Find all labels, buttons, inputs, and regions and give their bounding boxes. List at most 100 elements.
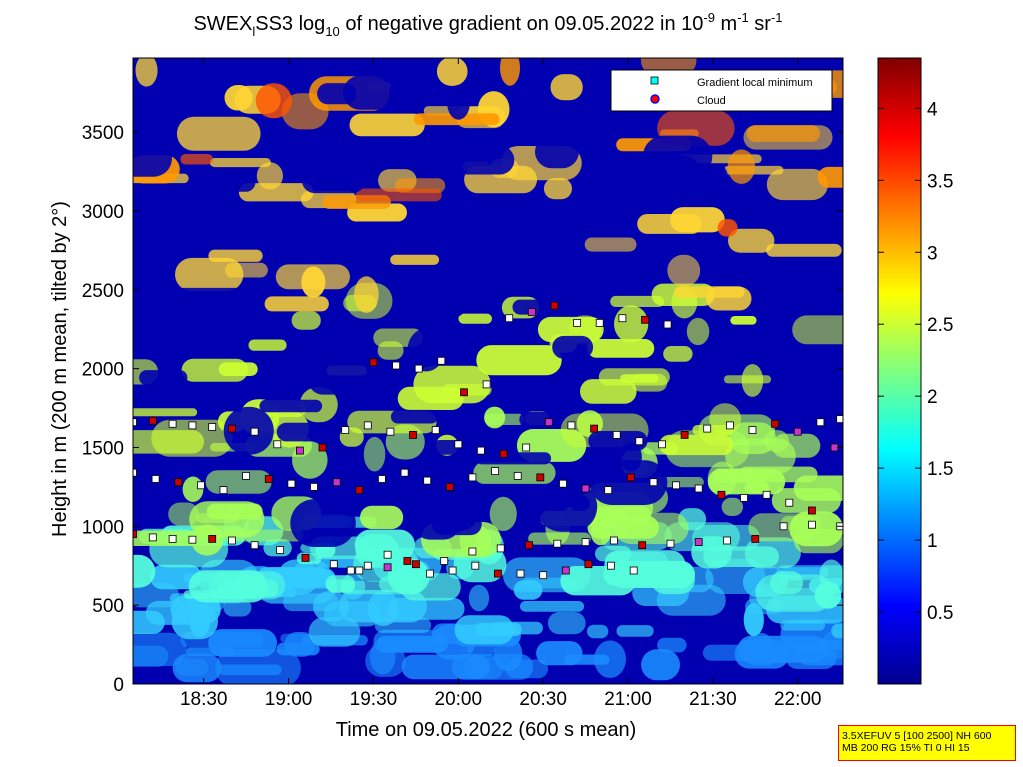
info-box: 3.5XEFUV 5 [100 2500] NH 600 MB 200 RG 1… xyxy=(838,725,1016,761)
heatmap-gap xyxy=(619,442,642,472)
heatmap-cell xyxy=(686,317,710,346)
gradient-min-marker xyxy=(409,430,417,439)
gradient-min-marker xyxy=(468,547,477,556)
gradient-min-marker xyxy=(273,440,282,449)
gradient-min-marker xyxy=(133,418,137,427)
gradient-min-marker xyxy=(471,561,480,570)
gradient-min-marker xyxy=(228,424,236,433)
gradient-min-marker xyxy=(635,437,644,446)
gradient-min-marker xyxy=(318,443,327,452)
gradient-min-marker xyxy=(414,364,423,373)
heatmap-cell xyxy=(175,257,244,292)
gradient-min-marker xyxy=(383,563,392,572)
colorbar xyxy=(877,57,922,685)
heatmap-cell xyxy=(484,413,525,425)
heatmap-cell xyxy=(631,373,668,392)
heatmap-gap xyxy=(158,296,190,341)
gradient-min-marker xyxy=(454,440,463,449)
heatmap-cell xyxy=(641,649,680,681)
heatmap-cell xyxy=(717,219,738,237)
heatmap-cell xyxy=(789,511,843,547)
gradient-min-marker xyxy=(610,536,618,545)
gradient-min-marker xyxy=(493,569,502,578)
gradient-min-marker xyxy=(550,301,559,310)
heatmap-gap xyxy=(552,335,594,359)
gradient-min-marker xyxy=(723,536,731,545)
gradient-min-marker xyxy=(460,388,468,397)
gradient-min-marker xyxy=(496,544,505,553)
heatmap-cell xyxy=(616,625,654,637)
y-tick-label: 3000 xyxy=(82,202,124,223)
gradient-min-marker xyxy=(476,446,485,455)
heatmap-gap xyxy=(390,409,439,424)
heatmap-area xyxy=(133,58,843,684)
gradient-min-marker xyxy=(363,421,372,430)
gradient-min-marker xyxy=(649,478,658,487)
heatmap-cell xyxy=(183,590,259,599)
legend-marker-cloud xyxy=(650,94,660,104)
gradient-min-marker xyxy=(355,566,364,575)
heatmap-gap xyxy=(143,255,171,291)
heatmap-cell xyxy=(264,296,329,312)
gradient-min-marker xyxy=(771,419,779,428)
heatmap-cell xyxy=(133,610,165,634)
heatmap-cell xyxy=(205,470,272,494)
gradient-min-marker xyxy=(513,471,522,480)
info-line-1: 3.5XEFUV 5 [100 2500] NH 600 xyxy=(842,730,992,742)
heatmap-cell xyxy=(468,584,490,612)
gradient-min-marker xyxy=(836,415,843,424)
heatmap-cell xyxy=(772,433,821,458)
heatmap-cell xyxy=(209,158,271,168)
heatmap-cell xyxy=(360,505,404,530)
heatmap-cell xyxy=(291,311,321,330)
gradient-min-marker xyxy=(527,307,536,316)
heatmap-cell xyxy=(280,633,313,643)
gradient-min-marker xyxy=(830,443,839,452)
heatmap-gap xyxy=(429,201,455,239)
heatmap-cell xyxy=(614,512,689,544)
gradient-min-marker xyxy=(595,318,604,327)
gradient-min-marker xyxy=(426,569,434,578)
gradient-min-marker xyxy=(392,361,401,370)
gradient-min-marker xyxy=(638,541,647,550)
heatmap-cell xyxy=(771,488,841,513)
heatmap-cell xyxy=(180,154,213,165)
gradient-min-marker xyxy=(174,478,183,487)
y-axis-label: Height in m (200 m mean, tilted by 2°) xyxy=(49,201,71,537)
heatmap-gap xyxy=(536,481,598,532)
y-tick-label: 1500 xyxy=(82,438,124,459)
heatmap-cell xyxy=(663,346,693,362)
heatmap-gap xyxy=(398,274,471,319)
y-tick-label: 3500 xyxy=(82,123,124,144)
heatmap-gap xyxy=(475,452,552,465)
heatmap-gap xyxy=(343,75,417,110)
gradient-min-marker xyxy=(626,473,635,482)
heatmap-gap xyxy=(706,164,728,190)
gradient-min-marker xyxy=(168,535,177,543)
gradient-min-marker xyxy=(196,481,205,490)
gradient-min-marker xyxy=(703,424,712,433)
colorbar-tick-label: 4 xyxy=(927,99,938,120)
heatmap-cell xyxy=(238,183,314,202)
heatmap-cell xyxy=(594,640,626,678)
gradient-min-marker xyxy=(505,314,514,323)
heatmap-cell xyxy=(723,375,772,384)
heatmap-cell xyxy=(614,305,649,343)
heatmap-cell xyxy=(373,629,449,653)
heatmap-cell xyxy=(340,580,409,595)
gradient-min-marker xyxy=(148,533,157,542)
gradient-min-marker xyxy=(536,473,545,482)
gradient-min-marker xyxy=(808,520,816,529)
heatmap-cell xyxy=(275,264,350,290)
x-axis-label: Time on 09.05.2022 (600 s mean) xyxy=(336,719,637,741)
gradient-min-marker xyxy=(208,535,217,543)
heatmap-cell xyxy=(755,574,834,612)
gradient-min-marker xyxy=(148,416,157,425)
gradient-min-marker xyxy=(411,560,420,569)
heatmap-gap xyxy=(535,135,579,169)
gradient-min-marker xyxy=(658,440,666,449)
heatmap-cell xyxy=(356,188,442,202)
heatmap-cell xyxy=(454,615,515,645)
gradient-min-marker xyxy=(445,482,454,491)
